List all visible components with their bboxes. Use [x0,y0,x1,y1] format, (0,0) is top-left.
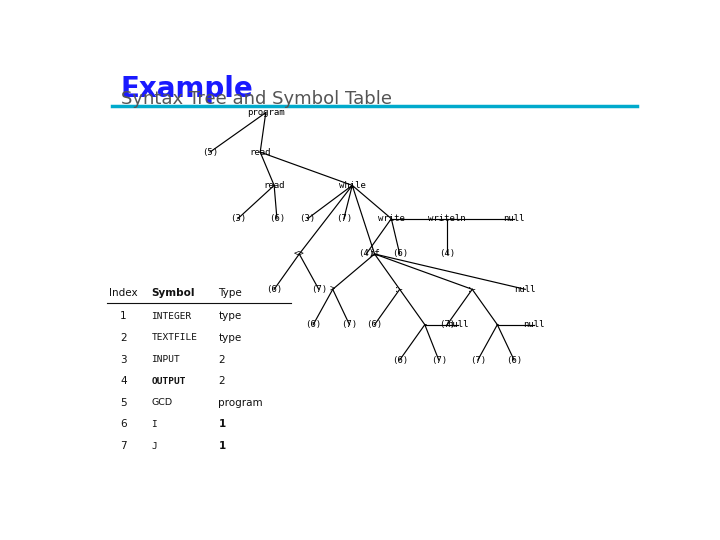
Text: 2: 2 [120,333,127,343]
Text: (6): (6) [392,249,408,259]
Text: (7): (7) [336,214,352,223]
Text: TEXTFILE: TEXTFILE [151,334,197,342]
Text: 7: 7 [120,441,127,451]
Text: :-: :- [395,285,405,294]
Text: I: I [151,420,157,429]
Text: -: - [495,320,500,329]
Text: (3): (3) [230,214,246,223]
Text: null: null [523,320,544,329]
Text: 1: 1 [218,441,225,451]
Text: program: program [247,108,284,117]
Text: (6): (6) [269,214,285,223]
Text: read: read [249,147,271,157]
Text: write: write [378,214,405,223]
Text: Type: Type [218,288,242,299]
Text: -: - [422,320,428,329]
Text: Syntax Tree and Symbol Table: Syntax Tree and Symbol Table [121,90,392,108]
Text: program: program [218,398,263,408]
Text: while: while [339,181,366,190]
Text: (7): (7) [311,285,327,294]
Text: (5): (5) [202,147,218,157]
Text: <>: <> [294,249,305,259]
Text: (3): (3) [300,214,315,223]
Text: null: null [503,214,525,223]
Text: 6: 6 [120,420,127,429]
Text: writeln: writeln [428,214,466,223]
Text: :-: :- [467,285,477,294]
Text: Symbol: Symbol [151,288,195,299]
Text: (4): (4) [439,249,455,259]
Text: Index: Index [109,288,138,299]
Text: (6): (6) [305,320,321,329]
Text: 5: 5 [120,398,127,408]
Text: null: null [515,285,536,294]
Text: (6): (6) [366,320,382,329]
Text: >: > [330,285,336,294]
Text: (6): (6) [506,355,522,364]
Text: 4: 4 [120,376,127,386]
Text: (6): (6) [266,285,282,294]
Text: 2: 2 [218,376,225,386]
Text: Example: Example [121,75,253,103]
Text: INPUT: INPUT [151,355,180,364]
Text: null: null [448,320,469,329]
Text: type: type [218,333,242,343]
Text: (7): (7) [469,355,486,364]
Text: J: J [151,442,157,450]
Text: 2: 2 [218,355,225,365]
Text: INTEGER: INTEGER [151,312,192,321]
Text: read: read [264,181,285,190]
Text: (7): (7) [341,320,358,329]
Text: (7): (7) [439,320,455,329]
Text: 3: 3 [120,355,127,365]
Text: (4): (4) [358,249,374,259]
Text: 1: 1 [218,420,225,429]
Text: (7): (7) [431,355,447,364]
Text: (6): (6) [392,355,408,364]
Text: if: if [369,249,380,259]
Text: GCD: GCD [151,399,173,407]
Text: type: type [218,312,242,321]
Text: 1: 1 [120,312,127,321]
Text: OUTPUT: OUTPUT [151,377,186,386]
